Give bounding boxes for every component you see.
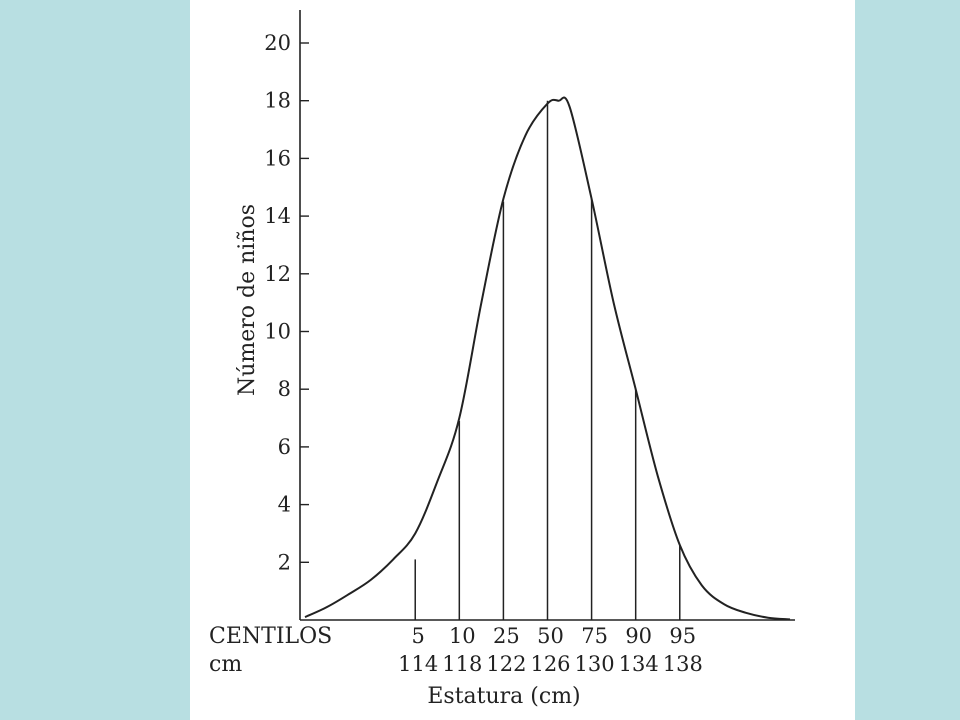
chart-paper xyxy=(190,0,855,720)
cm-label: 130 xyxy=(575,652,615,676)
centile-label: 90 xyxy=(625,624,652,648)
y-tick-label: 10 xyxy=(264,320,291,344)
y-tick-label: 2 xyxy=(278,550,291,574)
cm-label: 118 xyxy=(442,652,482,676)
distribution-curve xyxy=(304,96,791,621)
chart-labels: Número de niños Estatura (cm) CENTILOS c… xyxy=(209,204,581,709)
y-tick-label: 8 xyxy=(278,377,291,401)
centile-label: 10 xyxy=(449,624,476,648)
y-tick-label: 6 xyxy=(278,435,291,459)
centile-label: 50 xyxy=(537,624,564,648)
cm-label: 134 xyxy=(619,652,659,676)
axes: 2 4 6 8 10 12 14 16 18 20 xyxy=(264,10,795,621)
y-tick-label: 4 xyxy=(278,493,291,517)
centile-label: 5 xyxy=(412,624,425,648)
y-tick-label: 12 xyxy=(264,262,291,286)
y-tick-label: 18 xyxy=(264,89,291,113)
cm-label: 122 xyxy=(486,652,526,676)
cm-label: 138 xyxy=(663,652,703,676)
chart-marks: 5 114 10 118 25 122 50 126 75 130 90 134 95 138 xyxy=(304,96,791,676)
cm-label: 114 xyxy=(398,652,438,676)
centile-label: 25 xyxy=(493,624,520,648)
y-tick-label: 16 xyxy=(264,146,291,170)
y-tick-label: 20 xyxy=(264,31,291,55)
y-tick-label: 14 xyxy=(264,204,291,228)
cm-row-label: cm xyxy=(209,652,242,677)
centile-label: 75 xyxy=(581,624,608,648)
centile-label: 95 xyxy=(669,624,696,648)
cm-label: 126 xyxy=(530,652,570,676)
x-axis-label: Estatura (cm) xyxy=(427,684,580,709)
y-axis-label: Número de niños xyxy=(235,204,260,396)
centile-row-label: CENTILOS xyxy=(209,624,332,649)
